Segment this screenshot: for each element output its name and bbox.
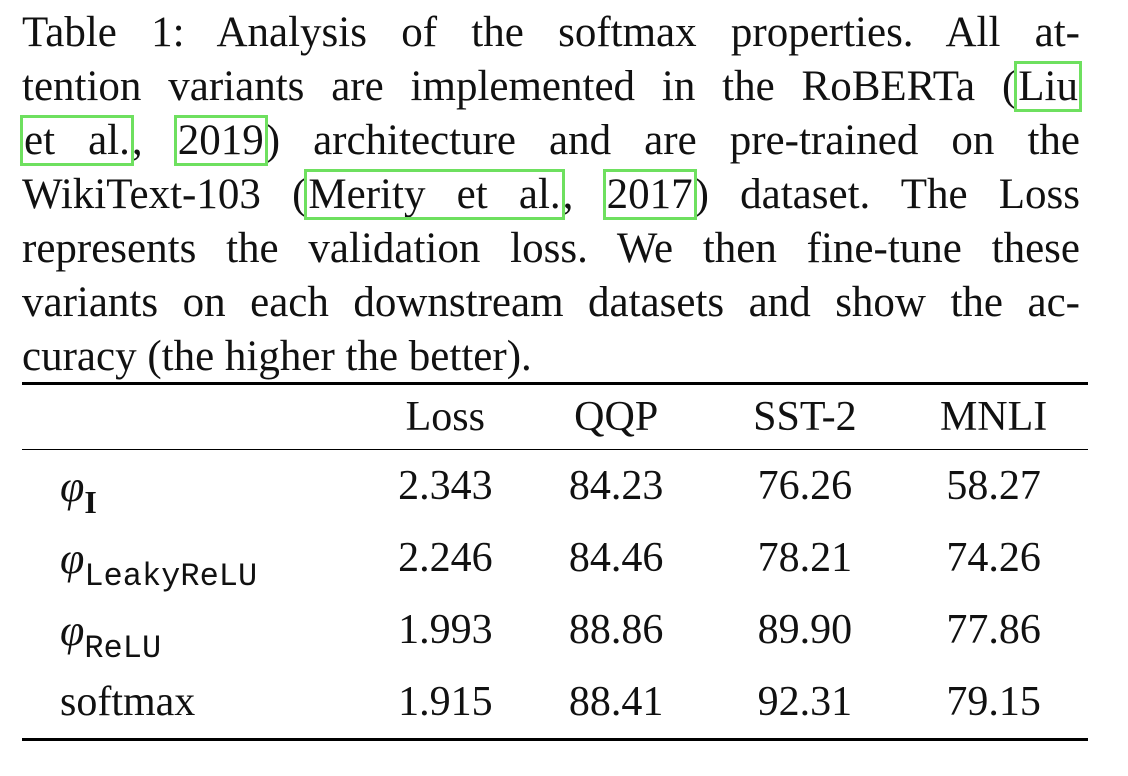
results-table: Loss QQP SST-2 MNLI φI 2.343 84.23 76.26… [22,382,1088,741]
cell-sst2: 89.90 [757,607,853,653]
citation-link-liu-etal[interactable]: et al. [20,115,134,166]
caption-text: tention variants are implemented in the … [22,63,1017,110]
phi-symbol: φ [60,605,85,655]
cell-loss: 2.246 [398,535,493,581]
header-cell-empty [22,385,369,450]
results-table-grid: Loss QQP SST-2 MNLI φI 2.343 84.23 76.26… [22,385,1088,738]
cell-loss: 1.993 [398,607,493,653]
caption-line-3: et al., 2019) architecture and are pre-t… [20,114,1080,168]
cell-sst2: 78.21 [757,535,853,581]
row-label-softmax: softmax [60,679,196,725]
header-cell-mnli: MNLI [899,385,1088,450]
phi-symbol: φ [60,461,85,511]
caption-text: ) dataset. The Loss [694,171,1080,218]
cell-mnli: 77.86 [946,607,1041,653]
table-row: φReLU 1.993 88.86 89.90 77.86 [22,594,1088,667]
caption-text: ) architecture and are pre-trained on th… [265,117,1080,164]
caption-text: WikiText-103 ( [22,171,307,218]
top-rule [22,382,1088,385]
caption-line-5: represents the validation loss. We then … [22,225,1080,272]
row-subscript: I [84,483,97,520]
table-caption: Table 1: Analysis of the softmax propert… [20,6,1082,384]
caption-text: , [562,171,605,218]
table-row: φI 2.343 84.23 76.26 58.27 [22,450,1088,523]
phi-symbol: φ [60,533,85,583]
header-cell-qqp: QQP [521,385,711,450]
cell-loss: 1.915 [398,679,493,725]
bottom-rule [22,738,1088,741]
caption-line-6: variants on each downstream datasets and… [22,279,1080,326]
row-label-phi-relu: φReLU [22,594,369,667]
caption-line-7: curacy (the higher the better). [22,333,532,380]
caption-line-4: WikiText-103 (Merity et al., 2017) datas… [22,168,1080,222]
cell-mnli: 79.15 [946,679,1041,725]
table-row: softmax 1.915 88.41 92.31 79.15 [22,666,1088,738]
citation-link-liu[interactable]: Liu [1014,61,1082,112]
cell-qqp: 88.86 [568,607,664,653]
row-label-phi-leakyrelu: φLeakyReLU [22,522,369,595]
cell-mnli: 58.27 [946,463,1041,509]
table-row: φLeakyReLU 2.246 84.46 78.21 74.26 [22,522,1088,595]
row-label-phi-identity: φI [22,450,369,523]
caption-text: , [131,117,176,164]
cell-sst2: 76.26 [757,463,853,509]
cell-sst2: 92.31 [757,679,853,725]
header-cell-loss: Loss [368,385,522,450]
caption-line-2: tention variants are implemented in the … [22,60,1082,114]
table-header-row: Loss QQP SST-2 MNLI [22,385,1088,450]
citation-link-merity[interactable]: Merity et al. [304,169,565,220]
citation-link-2019[interactable]: 2019 [173,115,268,166]
cell-qqp: 84.46 [568,535,664,581]
cell-loss: 2.343 [398,463,493,509]
header-cell-sst2: SST-2 [710,385,900,450]
cell-mnli: 74.26 [946,535,1041,581]
row-subscript: ReLU [84,629,162,667]
row-subscript: LeakyReLU [84,557,258,595]
cell-qqp: 88.41 [568,679,664,725]
caption-line-1: Table 1: Analysis of the softmax propert… [22,9,1080,56]
citation-link-2017[interactable]: 2017 [602,169,697,220]
cell-qqp: 84.23 [568,463,664,509]
